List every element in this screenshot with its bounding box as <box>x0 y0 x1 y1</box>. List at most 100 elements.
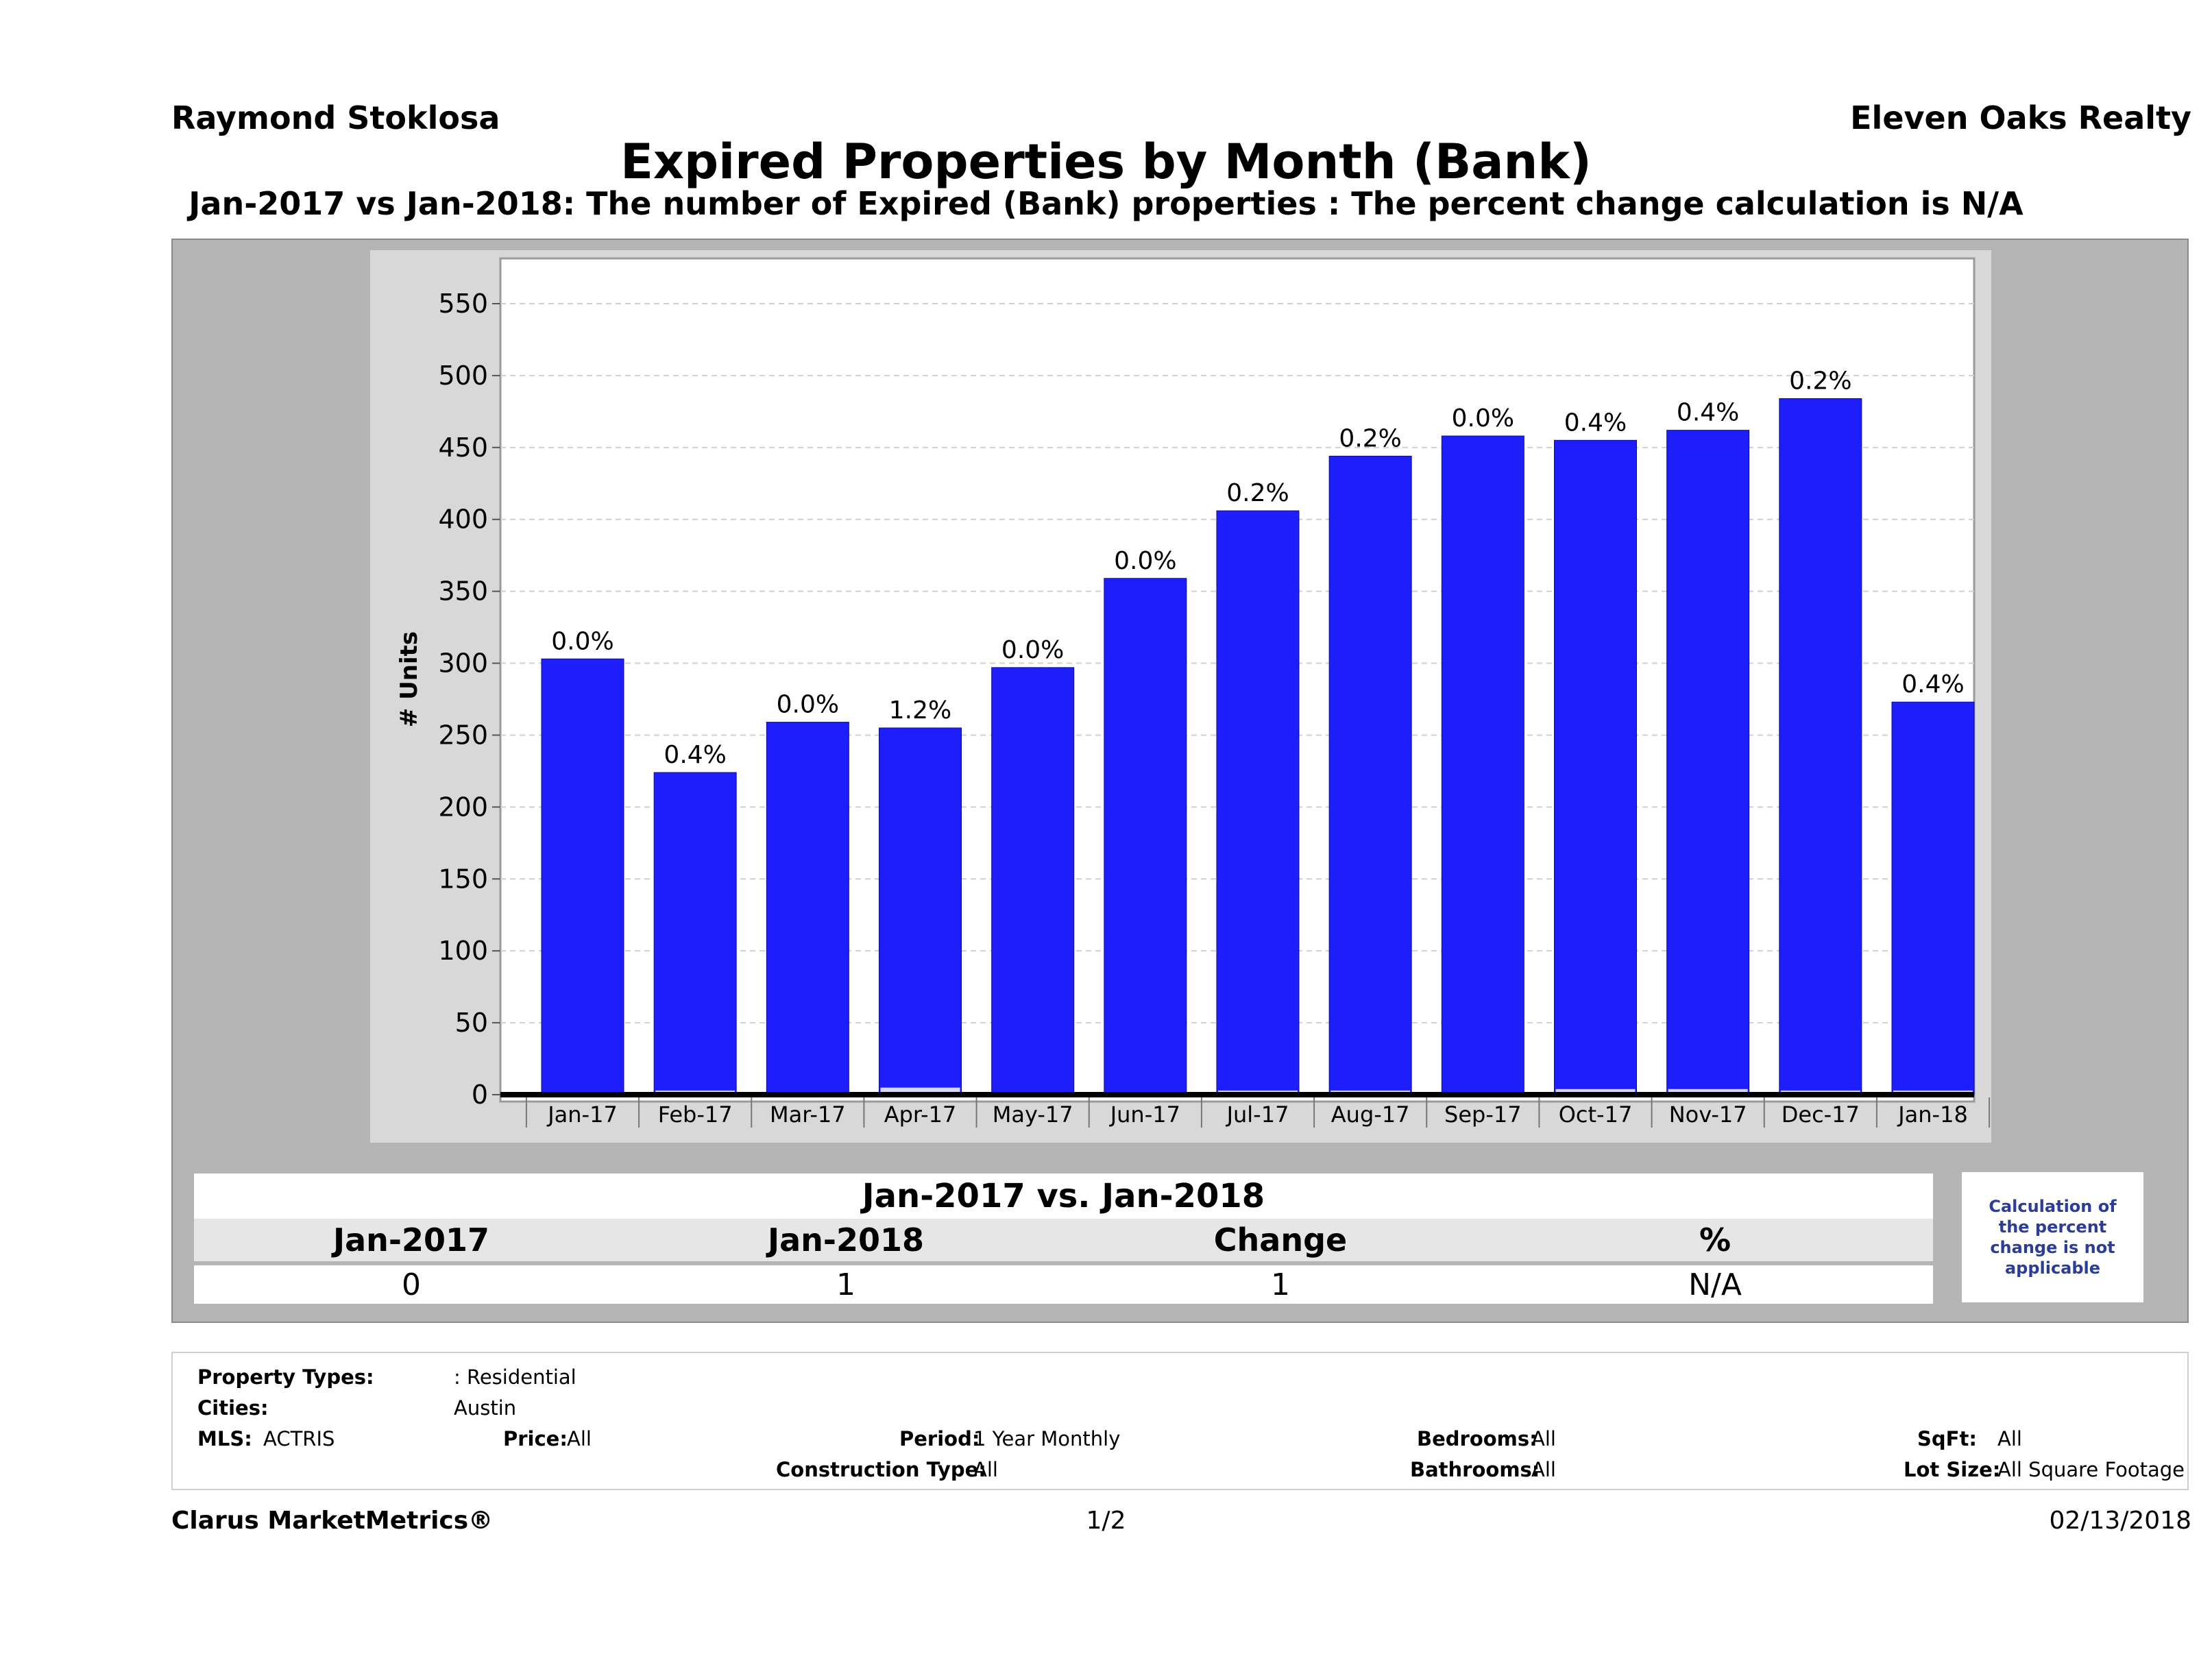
value-percent: N/A <box>1688 1267 1742 1302</box>
x-tick-label: May-17 <box>993 1102 1073 1128</box>
bar <box>1891 701 1975 1095</box>
y-tick-label: 300 <box>438 648 488 679</box>
y-axis-label: # Units <box>396 631 423 727</box>
bar <box>879 727 962 1095</box>
x-tick-label: Jun-17 <box>1109 1102 1180 1128</box>
x-tick-label: Apr-17 <box>884 1102 957 1128</box>
footer-brand: Clarus MarketMetrics® <box>171 1507 494 1535</box>
y-tick-label: 200 <box>438 792 488 822</box>
company-name: Eleven Oaks Realty <box>1850 99 2191 136</box>
bar-label: 0.2% <box>1226 479 1289 507</box>
search-criteria: Property Types: : Residential Cities: Au… <box>171 1352 2189 1490</box>
cities-label: Cities: <box>197 1396 269 1420</box>
x-tick-label: Sep-17 <box>1444 1102 1522 1128</box>
header-jan-2017: Jan-2017 <box>332 1221 490 1258</box>
value-change: 1 <box>1271 1267 1290 1302</box>
cities-value: Austin <box>454 1396 517 1420</box>
price-value: All <box>567 1427 592 1450</box>
x-tick-label: Nov-17 <box>1669 1102 1747 1128</box>
header-percent: % <box>1699 1221 1731 1258</box>
bar-chart: 0.0% 0.4% 0.0% 1.2% 0.0% 0.0% 0.2% 0.2% 0.0% 0.4%… <box>396 257 1991 1128</box>
bar-label: 0.0% <box>777 691 839 719</box>
bar <box>1328 455 1412 1095</box>
comparison-title: Jan-2017 vs. Jan-2018 <box>194 1174 1933 1219</box>
header-change: Change <box>1213 1221 1348 1258</box>
y-tick-label: 250 <box>438 720 488 750</box>
x-ticks: Jan-17 Feb-17 Mar-17 Apr-17 May-17 Jun-17 Jul-… <box>525 1097 1991 1128</box>
chart-subtitle: Jan-2017 vs Jan-2018: The number of Expi… <box>189 185 2023 222</box>
mls-value: ACTRIS <box>263 1427 335 1450</box>
bar-label: 0.4% <box>1677 399 1739 427</box>
bar-label: 0.4% <box>1901 670 1964 698</box>
x-tick-label: Oct-17 <box>1559 1102 1633 1128</box>
y-tick-label: 350 <box>438 576 488 607</box>
bar <box>766 722 849 1095</box>
y-tick-label: 0 <box>472 1080 488 1110</box>
y-tick-label: 100 <box>438 936 488 966</box>
percent-change-note-text: Calculation of the percent change is not… <box>1989 1197 2117 1278</box>
construction-type-label: Construction Type: <box>776 1458 986 1481</box>
y-tick-label: 150 <box>438 864 488 894</box>
page-number: 1/2 <box>1086 1507 1126 1535</box>
x-tick-label: Dec-17 <box>1782 1102 1860 1128</box>
bank-bar <box>1555 1089 1636 1095</box>
sqft-label: SqFt: <box>1917 1427 1977 1450</box>
y-tick-label: 500 <box>438 361 488 391</box>
comparison-header-row: Jan-2017 Jan-2018 Change % <box>194 1219 1933 1261</box>
y-tick-label: 50 <box>455 1008 488 1038</box>
bar <box>991 667 1075 1095</box>
bar-label: 0.0% <box>1452 404 1514 433</box>
bar <box>1441 435 1524 1095</box>
construction-type-value: All <box>973 1458 998 1481</box>
sqft-value: All <box>1997 1427 2022 1450</box>
x-tick-label: Aug-17 <box>1331 1102 1410 1128</box>
bar-label: 0.0% <box>551 627 613 655</box>
bar <box>1104 578 1187 1095</box>
x-tick-label: Jan-17 <box>546 1102 618 1128</box>
bar-label: 1.2% <box>889 696 951 725</box>
bar <box>653 772 737 1095</box>
report-date: 02/13/2018 <box>2049 1507 2192 1535</box>
lot-size-value: All Square Footage <box>1997 1458 2185 1481</box>
mls-label: MLS: <box>197 1427 252 1450</box>
period-value: 1 Year Monthly <box>973 1427 1121 1450</box>
bar <box>1779 398 1862 1095</box>
price-label: Price: <box>503 1427 568 1450</box>
bank-bar <box>880 1087 960 1095</box>
bedrooms-label: Bedrooms: <box>1417 1427 1538 1450</box>
bar-labels: 0.0% 0.4% 0.0% 1.2% 0.0% 0.0% 0.2% 0.2% 0.0% 0.4%… <box>551 367 1964 769</box>
bar <box>1554 439 1637 1095</box>
x-tick-label: Jan-18 <box>1897 1102 1968 1128</box>
bathrooms-label: Bathrooms: <box>1410 1458 1540 1481</box>
property-types-value: : Residential <box>454 1365 576 1389</box>
bar-label: 0.4% <box>664 741 726 769</box>
y-tick-label: 400 <box>438 504 488 535</box>
bar-label: 0.4% <box>1564 409 1627 437</box>
bathrooms-value: All <box>1531 1458 1556 1481</box>
x-tick-label: Mar-17 <box>770 1102 846 1128</box>
lot-size-label: Lot Size: <box>1904 1458 2001 1481</box>
chart-title: Expired Properties by Month (Bank) <box>620 134 1592 190</box>
bar-label: 0.2% <box>1789 367 1851 395</box>
y-tick-label: 550 <box>438 289 488 319</box>
x-tick-label: Jul-17 <box>1226 1102 1289 1128</box>
y-tick-label: 450 <box>438 433 488 463</box>
x-tick-label: Feb-17 <box>658 1102 733 1128</box>
bedrooms-value: All <box>1531 1427 1556 1450</box>
header-jan-2018: Jan-2018 <box>767 1221 925 1258</box>
percent-change-note: Calculation of the percent change is not… <box>1962 1172 2143 1302</box>
comparison-title-text: Jan-2017 vs. Jan-2018 <box>862 1177 1265 1215</box>
value-jan-2017: 0 <box>402 1267 421 1302</box>
bar <box>1216 510 1300 1095</box>
bar-label: 0.0% <box>1114 547 1176 575</box>
bar <box>1666 430 1750 1095</box>
bank-bar <box>1668 1089 1748 1095</box>
bar <box>541 658 624 1095</box>
property-types-label: Property Types: <box>197 1365 374 1389</box>
bar-label: 0.0% <box>1001 636 1064 664</box>
value-jan-2018: 1 <box>836 1267 855 1302</box>
period-label: Period: <box>899 1427 980 1450</box>
bars <box>541 398 1975 1095</box>
bar-label: 0.2% <box>1339 424 1401 452</box>
agent-name: Raymond Stoklosa <box>171 99 500 136</box>
